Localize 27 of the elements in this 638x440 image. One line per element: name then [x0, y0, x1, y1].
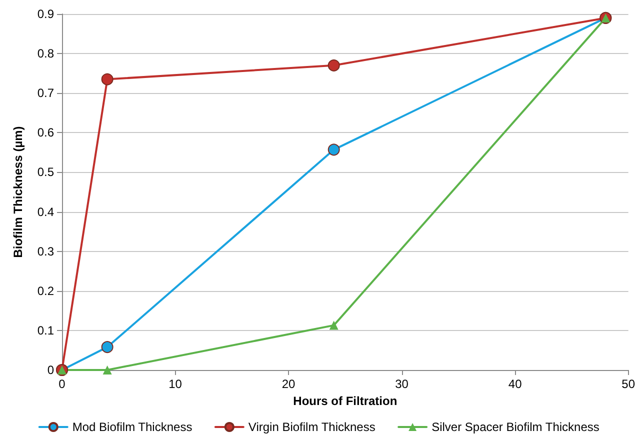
- y-tick-label: 0.5: [37, 165, 54, 180]
- point: [328, 59, 340, 72]
- x-tick-label: 20: [282, 377, 296, 391]
- y-tick-label: 0.8: [37, 46, 54, 61]
- point: [328, 144, 340, 156]
- point: [101, 341, 114, 354]
- y-tick-label: 0.4: [37, 204, 54, 219]
- y-tick-label: 0.3: [37, 244, 54, 258]
- y-tick-label: 0.7: [37, 86, 54, 100]
- y-tick-label: 0.9: [37, 7, 54, 21]
- x-tick-label: 50: [622, 377, 636, 391]
- x-tick-label: 10: [168, 377, 182, 391]
- y-tick-label: 0.1: [37, 323, 54, 338]
- x-tick-label: 0: [58, 377, 66, 391]
- x-tick-label: 30: [395, 377, 409, 391]
- point: [101, 73, 114, 86]
- y-tick-label: 0.2: [37, 284, 54, 298]
- x-tick-label: 40: [508, 377, 522, 391]
- x-axis-title: Hours of Filtration: [293, 394, 398, 408]
- y-tick-label: 0: [47, 363, 54, 377]
- y-tick-label: 0.6: [37, 126, 54, 140]
- legend-label: Silver Spacer Biofilm Thickness: [432, 420, 600, 434]
- point: [329, 320, 338, 330]
- y-axis-title: Biofilm Thickness (µm): [11, 126, 25, 258]
- legend-label: Virgin Biofilm Thickness: [248, 420, 376, 434]
- point: [102, 366, 112, 374]
- legend-label: Mod Biofilm Thickness: [72, 420, 192, 434]
